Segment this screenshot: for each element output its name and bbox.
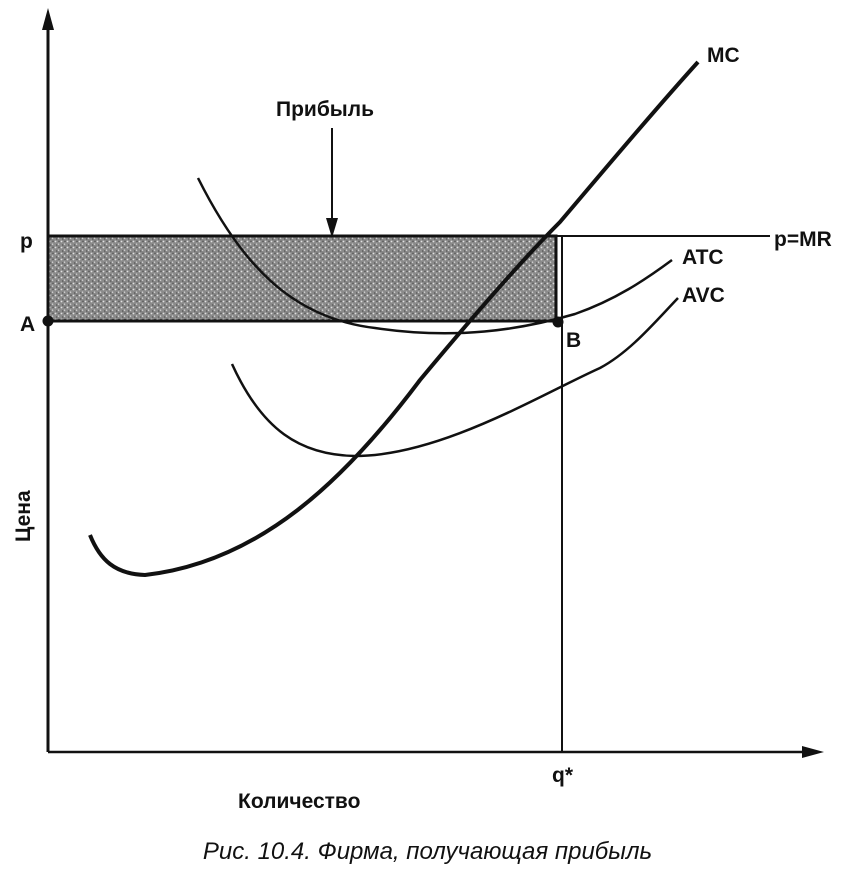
profit-region: [46, 234, 558, 323]
x-axis-label: Количество: [238, 790, 360, 813]
point-b: [552, 316, 564, 328]
mc-curve: [88, 60, 700, 578]
profit-arrow-head: [326, 218, 338, 238]
price-mr-label: p=MR: [774, 228, 832, 251]
avc-curve: [230, 297, 679, 458]
y-tick-p: p: [20, 230, 33, 253]
y-tick-a: A: [20, 313, 35, 336]
y-axis-arrow: [42, 8, 54, 30]
profit-label: Прибыль: [276, 98, 374, 121]
figure-caption: Рис. 10.4. Фирма, получающая прибыль: [202, 838, 653, 865]
point-a: [42, 315, 54, 327]
y-axis-label: Цена: [12, 490, 35, 542]
avc-label: AVC: [682, 284, 725, 307]
x-tick-q-star: q*: [552, 764, 574, 787]
atc-label: ATC: [682, 246, 724, 269]
mc-label: MC: [707, 44, 740, 67]
x-axis-arrow: [802, 746, 824, 758]
point-b-label: B: [566, 329, 581, 352]
atc-curve: [196, 177, 673, 335]
